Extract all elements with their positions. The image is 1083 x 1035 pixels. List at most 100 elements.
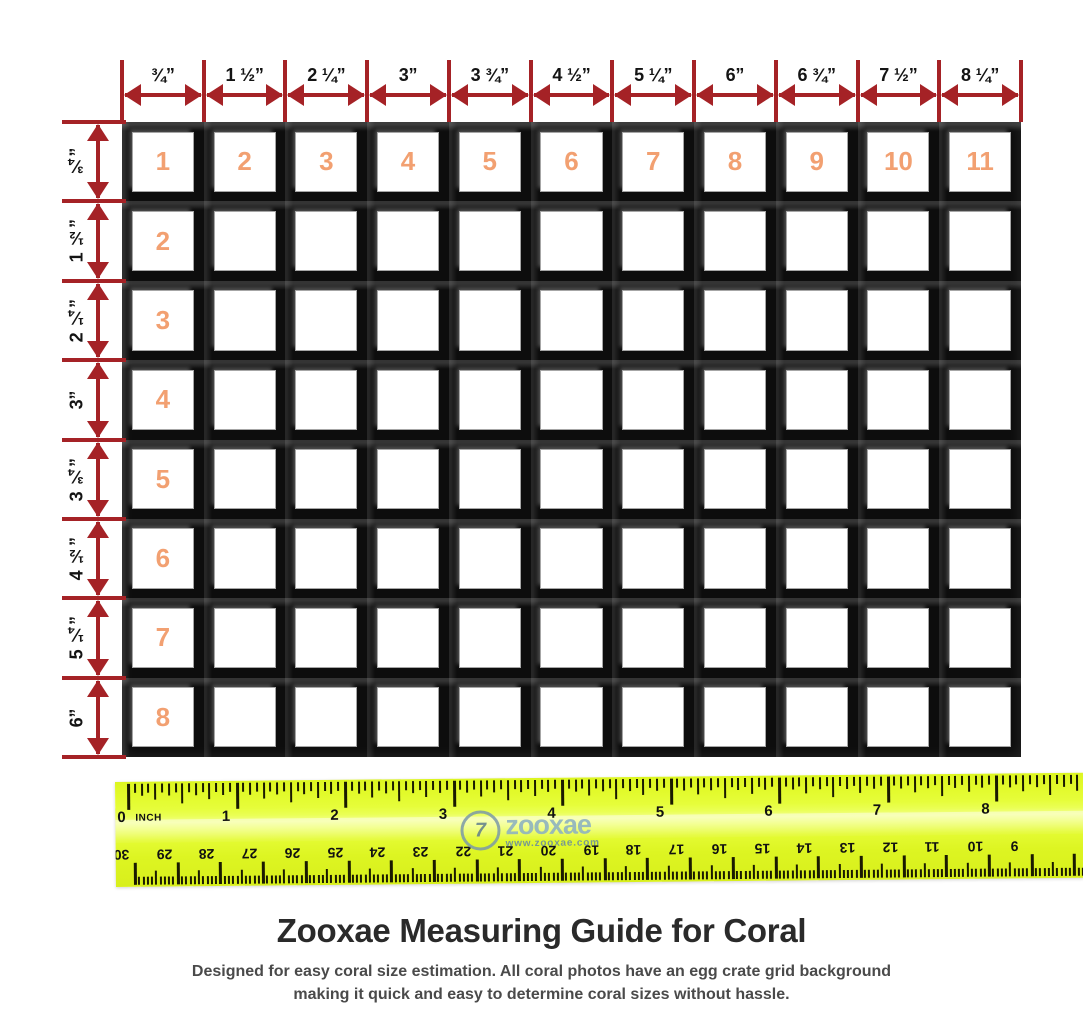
- ruler-inch-tick: [669, 778, 673, 805]
- grid-cell-well: [295, 369, 358, 430]
- grid-cell-well: [376, 210, 440, 272]
- ruler-inch-tick: [133, 783, 136, 793]
- ruler-cm-tick: [411, 868, 414, 883]
- scale-segment: 3”: [67, 362, 109, 438]
- ruler-cm-tick: [407, 874, 410, 883]
- scale-label: 3 ¾”: [470, 65, 509, 85]
- grid-cell: [939, 439, 1021, 520]
- ruler-cm-tick: [983, 868, 986, 877]
- ruler-inch-tick: [628, 779, 631, 792]
- ruler-inch-tick: [642, 778, 645, 795]
- ruler-inch-tick: [784, 777, 787, 787]
- ruler-cm-tick: [355, 874, 358, 883]
- ruler-cm-label: 26: [284, 845, 301, 862]
- scale-segment: 5 ¼”: [614, 65, 693, 106]
- grid-cell: 9: [775, 122, 858, 202]
- ruler-cm-tick: [394, 874, 397, 883]
- grid-cell: [530, 598, 613, 679]
- ruler-inch-tick: [276, 782, 279, 795]
- ruler-inch-tick: [1001, 775, 1004, 785]
- grid-cell-well: [703, 607, 767, 669]
- ruler-inch-tick: [432, 780, 435, 790]
- ruler-inch-tick: [601, 779, 604, 792]
- grid-cell: [612, 439, 694, 520]
- grid-cell: [448, 677, 531, 757]
- ruler-inch-tick: [689, 778, 692, 788]
- ruler-inch-tick: [323, 781, 326, 791]
- ruler-inch-tick: [337, 781, 340, 791]
- grid-cell-well: [131, 607, 194, 669]
- ruler-cm-tick: [654, 871, 657, 880]
- grid-cell: [857, 280, 940, 361]
- grid-cell-well: [540, 449, 603, 510]
- grid-cell: [448, 518, 531, 599]
- grid-cell: 2: [203, 122, 286, 202]
- ruler-cm-tick: [996, 868, 999, 877]
- scale-label: 1 ½”: [66, 219, 87, 263]
- scale-segment: 8 ¼”: [941, 65, 1019, 106]
- ruler-inch-tick: [859, 776, 862, 793]
- ruler-cm-tick: [765, 870, 768, 879]
- grid-cell: [612, 280, 694, 361]
- ruler-cm-tick: [834, 870, 837, 879]
- ruler-cm-label: 17: [668, 841, 685, 858]
- ruler-cm-tick: [454, 867, 457, 882]
- ruler-cm-tick: [223, 875, 226, 884]
- grid-cell: [612, 677, 694, 757]
- grid-cell-well: [131, 449, 194, 510]
- grid-cell: [367, 201, 449, 282]
- ruler-cm-tick: [385, 874, 388, 883]
- arrow-right-icon: [593, 84, 611, 106]
- grid-cell-well: [213, 210, 276, 272]
- ruler-inch-tick: [242, 782, 245, 792]
- ruler-cm-tick: [197, 870, 200, 885]
- grid-cell: 6: [530, 122, 613, 202]
- grid-cell: [203, 677, 286, 757]
- ruler-inch-tick: [506, 780, 509, 801]
- ruler-inch-tick: [947, 775, 950, 786]
- ruler-cm-tick: [548, 872, 551, 881]
- ruler-tick-marks: 0 INCH 1 2 3 4 5 6 7 8 30 29 28 27 26 25 24 23 22 21 20 19 18 1…: [115, 773, 1083, 885]
- ruler-inch-tick: [1022, 775, 1025, 792]
- grid-cell-well: [949, 290, 1012, 351]
- ruler-inch-tick: [1055, 774, 1059, 784]
- ruler-inch-tick: [527, 780, 530, 790]
- ruler-inch-tick: [283, 782, 286, 792]
- grid-cell: [203, 518, 286, 599]
- ruler-cm-tick: [389, 860, 394, 883]
- arrow-right-icon: [920, 84, 938, 106]
- grid-cell-well: [213, 607, 276, 669]
- ruler-cm-tick: [364, 874, 367, 883]
- scale-segment: 2 ¼”: [287, 65, 366, 106]
- ruler-inch-tick: [1062, 774, 1065, 787]
- ruler-cm-tick: [808, 870, 811, 879]
- arrow-left-icon: [941, 84, 959, 106]
- grid-cell: [203, 360, 286, 440]
- ruler-inch-tick: [825, 777, 828, 787]
- grid-cell: [857, 439, 940, 520]
- ruler-inch-tick: [961, 775, 964, 785]
- grid-cell: 7: [122, 598, 204, 679]
- ruler-inch-tick: [649, 778, 652, 788]
- scale-tick: [773, 60, 778, 122]
- ruler-cm-tick: [1022, 868, 1025, 877]
- grid-cell: [694, 677, 776, 757]
- ruler-cm-tick: [757, 870, 760, 879]
- ruler-cm-tick: [334, 874, 337, 883]
- grid-cell: [285, 439, 367, 520]
- ruler-inch-tick: [167, 783, 170, 796]
- ruler-cm-tick: [872, 869, 875, 878]
- ruler-cm-tick: [240, 869, 243, 884]
- ruler-inch-tick: [662, 778, 665, 788]
- grid-cell: 6: [122, 518, 204, 599]
- grid-cell: [775, 677, 858, 757]
- scale-segment: 1 ½”: [67, 203, 109, 279]
- scale-label: 6”: [725, 65, 745, 85]
- ruler-cm-tick: [437, 873, 440, 882]
- ruler-cm-tick: [428, 873, 431, 882]
- ruler-cm-tick: [966, 862, 969, 877]
- grid-cell: [775, 360, 858, 440]
- grid-cell: [367, 280, 449, 361]
- grid-cell: [203, 598, 286, 679]
- grid-cell-well: [376, 449, 440, 510]
